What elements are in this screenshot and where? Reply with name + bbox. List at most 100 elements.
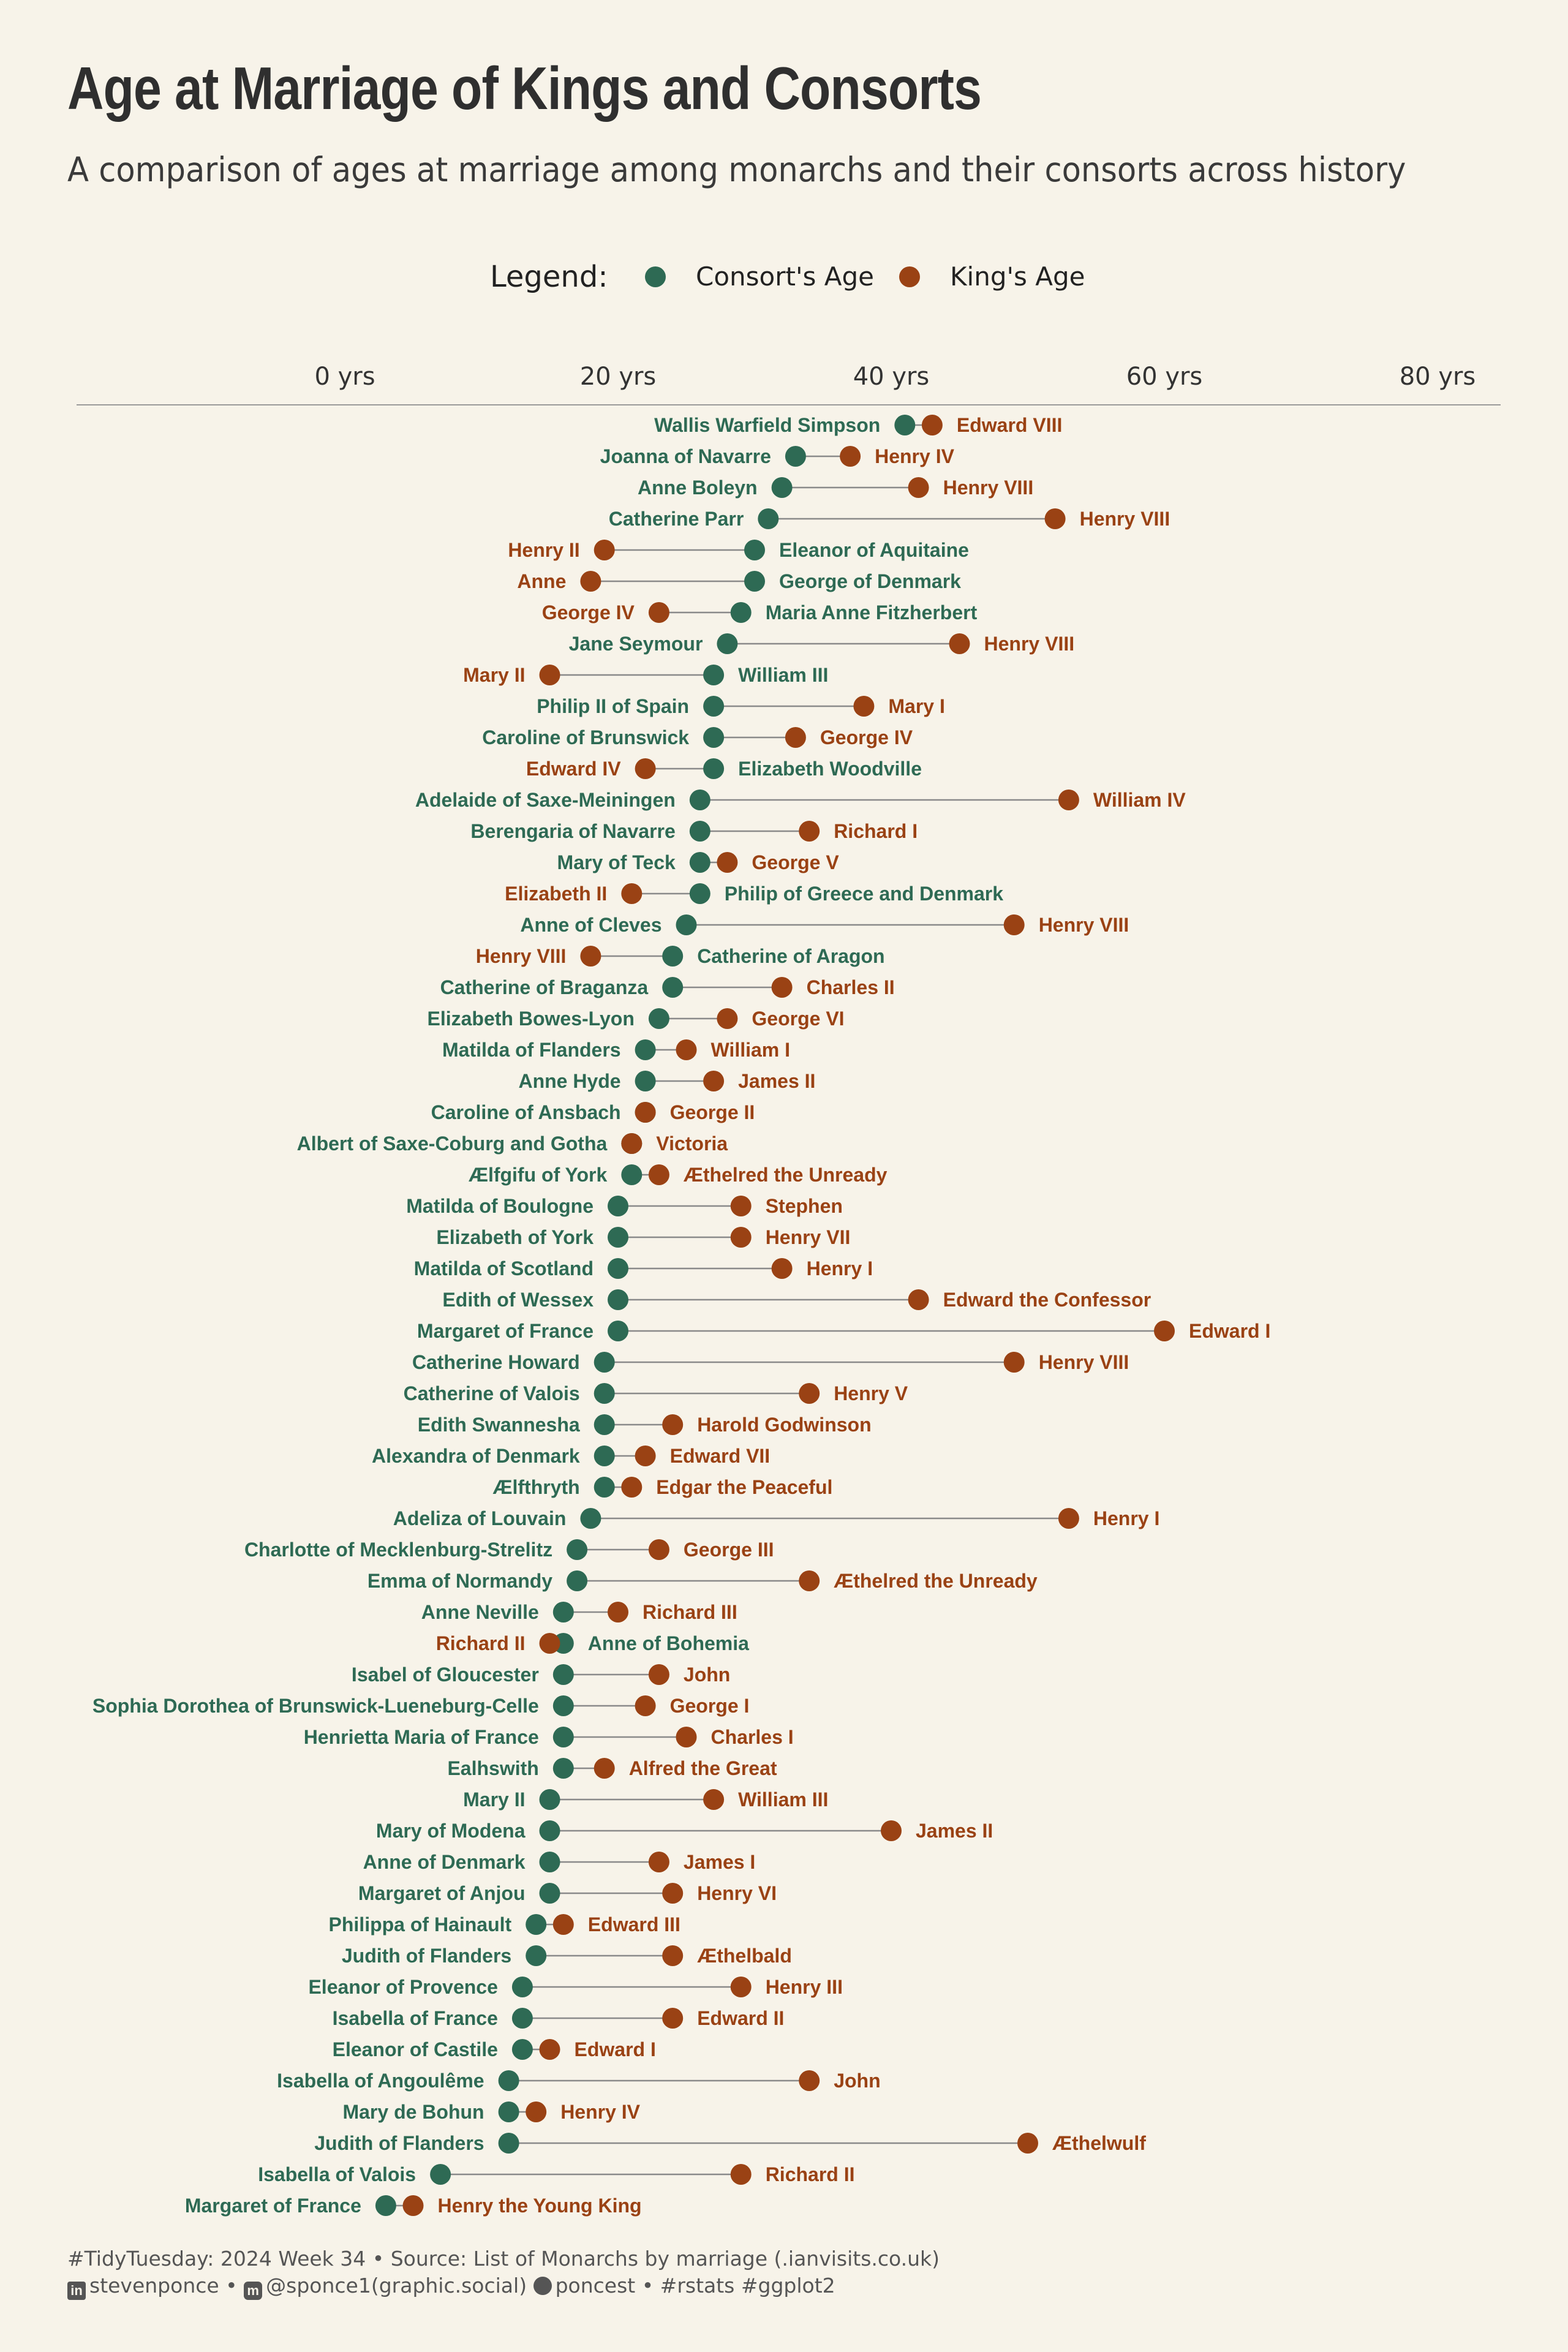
king-name-label: Alfred the Great — [629, 1757, 777, 1779]
king-age-point — [580, 946, 601, 967]
king-age-point — [1058, 790, 1079, 810]
consort-age-point — [689, 790, 710, 810]
consort-name-label: Elizabeth Bowes-Lyon — [427, 1008, 634, 1030]
consort-name-label: Ealhswith — [447, 1757, 538, 1779]
consort-name-label: Joanna of Navarre — [600, 445, 771, 467]
consort-age-point — [539, 1852, 560, 1872]
king-name-label: James I — [684, 1851, 755, 1873]
king-name-label: Stephen — [766, 1195, 843, 1217]
consort-age-point — [526, 1914, 547, 1935]
consort-age-point — [594, 1414, 615, 1435]
consort-name-label: Caroline of Brunswick — [482, 726, 689, 748]
king-name-label: William IV — [1093, 789, 1186, 811]
consort-name-label: Elizabeth Woodville — [738, 758, 922, 780]
consort-name-label: Mary II — [463, 1789, 525, 1811]
github-icon — [533, 2277, 552, 2295]
legend-swatch — [645, 266, 666, 287]
consort-age-point — [526, 1945, 547, 1966]
king-age-point — [730, 1196, 752, 1216]
king-age-point — [730, 1227, 752, 1248]
king-name-label: William III — [738, 1789, 828, 1811]
consort-name-label: William III — [738, 664, 828, 686]
consort-name-label: Catherine Parr — [609, 508, 744, 530]
king-age-point — [580, 571, 601, 592]
x-tick-label: 80 yrs — [1400, 363, 1476, 391]
king-name-label: James II — [738, 1070, 815, 1092]
consort-age-point — [580, 1508, 601, 1529]
consort-name-label: Henrietta Maria of France — [304, 1726, 539, 1748]
king-age-point — [908, 1289, 929, 1310]
consort-name-label: Emma of Normandy — [368, 1570, 552, 1592]
consort-age-point — [511, 2039, 533, 2060]
king-age-point — [648, 1664, 669, 1685]
king-name-label: Æthelred the Unready — [834, 1570, 1038, 1592]
consort-name-label: Matilda of Scotland — [414, 1257, 594, 1280]
x-tick-label: 20 yrs — [580, 363, 657, 391]
consort-age-point — [608, 1196, 628, 1216]
consort-age-point — [552, 1602, 574, 1623]
king-age-point — [635, 1695, 656, 1716]
dumbbell-chart: Legend: Consort's Age King's Age 0 yrs 20 yr… — [77, 260, 1501, 2217]
consort-name-label: Sophia Dorothea of Brunswick-Lueneburg-C… — [92, 1695, 539, 1717]
consort-age-point — [498, 2133, 519, 2154]
king-name-label: Henry VIII — [1080, 508, 1170, 530]
king-name-label: Henry the Young King — [438, 2195, 642, 2217]
king-age-point — [717, 1008, 738, 1029]
consort-age-point — [662, 946, 684, 967]
consort-age-point — [894, 415, 916, 435]
consort-age-point — [608, 1321, 628, 1341]
consort-name-label: Charlotte of Mecklenburg-Strelitz — [244, 1539, 552, 1561]
consort-name-label: Matilda of Boulogne — [406, 1195, 594, 1217]
king-name-label: Henry VIII — [943, 477, 1034, 499]
king-age-point — [621, 883, 643, 904]
king-age-point — [840, 446, 861, 467]
consort-name-label: Mary of Modena — [376, 1820, 526, 1842]
king-name-label: Henry IV — [875, 445, 954, 467]
king-age-point — [717, 852, 738, 873]
king-name-label: George IV — [542, 601, 635, 624]
king-name-label: Edward VIII — [957, 414, 1062, 436]
king-name-label: George VI — [752, 1008, 844, 1030]
mastodon-icon: m — [244, 2282, 263, 2300]
consort-name-label: Matilda of Flanders — [442, 1039, 621, 1061]
consort-age-point — [717, 633, 738, 654]
consort-name-label: Eleanor of Aquitaine — [779, 539, 969, 561]
legend-label: Consort's Age — [696, 262, 874, 292]
consort-age-point — [498, 2101, 519, 2122]
consort-name-label: Mary of Teck — [557, 851, 676, 873]
king-age-point — [676, 1727, 697, 1747]
consort-name-label: Eleanor of Castile — [333, 2038, 498, 2060]
consort-age-point — [689, 852, 710, 873]
king-name-label: Richard I — [834, 820, 918, 842]
king-name-label: Henry VII — [766, 1226, 851, 1248]
consort-age-point — [771, 477, 793, 498]
king-name-label: Henry VI — [697, 1882, 777, 1904]
king-age-point — [648, 1539, 669, 1560]
king-age-point — [539, 2039, 560, 2060]
consort-age-point — [552, 1758, 574, 1779]
king-name-label: Edward the Confessor — [943, 1289, 1152, 1311]
king-name-label: John — [834, 2070, 880, 2092]
consort-age-point — [703, 696, 725, 717]
king-age-point — [1017, 2133, 1038, 2154]
king-age-point — [771, 1258, 793, 1279]
king-name-label: Edward IV — [526, 758, 621, 780]
consort-age-point — [567, 1570, 588, 1591]
consort-age-point — [498, 2070, 519, 2091]
king-name-label: Elizabeth II — [505, 883, 607, 905]
king-age-point — [526, 2101, 547, 2122]
king-name-label: Richard III — [643, 1601, 737, 1623]
consort-name-label: Albert of Saxe-Coburg and Gotha — [297, 1133, 608, 1155]
king-age-point — [662, 2008, 684, 2029]
king-name-label: Edward I — [575, 2038, 656, 2060]
consort-name-label: Ælfthryth — [492, 1476, 579, 1498]
king-name-label: Henry I — [807, 1257, 873, 1280]
consort-age-point — [539, 1789, 560, 1810]
king-name-label: Æthelwulf — [1052, 2132, 1146, 2154]
consort-name-label: Isabella of Angoulême — [277, 2070, 484, 2092]
king-age-point — [621, 1133, 643, 1154]
consort-name-label: Anne Hyde — [518, 1070, 620, 1092]
king-age-point — [799, 821, 820, 842]
king-age-point — [703, 1789, 725, 1810]
king-age-point — [648, 1852, 669, 1872]
